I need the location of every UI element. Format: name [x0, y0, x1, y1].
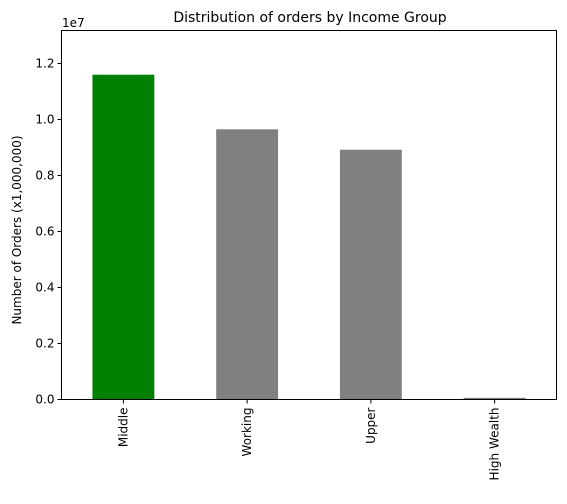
- y-tick-label: 0.8: [35, 169, 54, 183]
- y-axis-ticks: 0.0 0.2 0.4 0.6 0.8 1.0 1.2: [35, 57, 62, 407]
- y-axis-label: Number of Orders (x1,000,000): [10, 135, 24, 324]
- y-tick-label: 1.0: [35, 113, 54, 127]
- bars-group: [92, 74, 526, 400]
- x-tick-label: High Wealth: [488, 408, 502, 481]
- bar-high-wealth: [463, 397, 526, 400]
- bar-middle: [92, 74, 155, 400]
- y-tick-label: 1.2: [35, 57, 54, 71]
- y-tick-label: 0.6: [35, 225, 54, 239]
- y-tick-label: 0.4: [35, 281, 54, 295]
- x-tick-label: Working: [240, 408, 254, 457]
- x-tick-label: Upper: [364, 407, 378, 443]
- y-axis-offset-label: 1e7: [62, 16, 85, 30]
- bar-upper: [339, 149, 402, 400]
- chart-title: Distribution of orders by Income Group: [173, 10, 446, 26]
- bar-working: [216, 129, 279, 400]
- x-axis-ticks: Middle Working Upper High Wealth: [116, 399, 502, 481]
- x-tick-label: Middle: [116, 408, 130, 448]
- y-tick-label: 0.2: [35, 337, 54, 351]
- y-tick-label: 0.0: [35, 393, 54, 407]
- plot-frame: [61, 30, 557, 400]
